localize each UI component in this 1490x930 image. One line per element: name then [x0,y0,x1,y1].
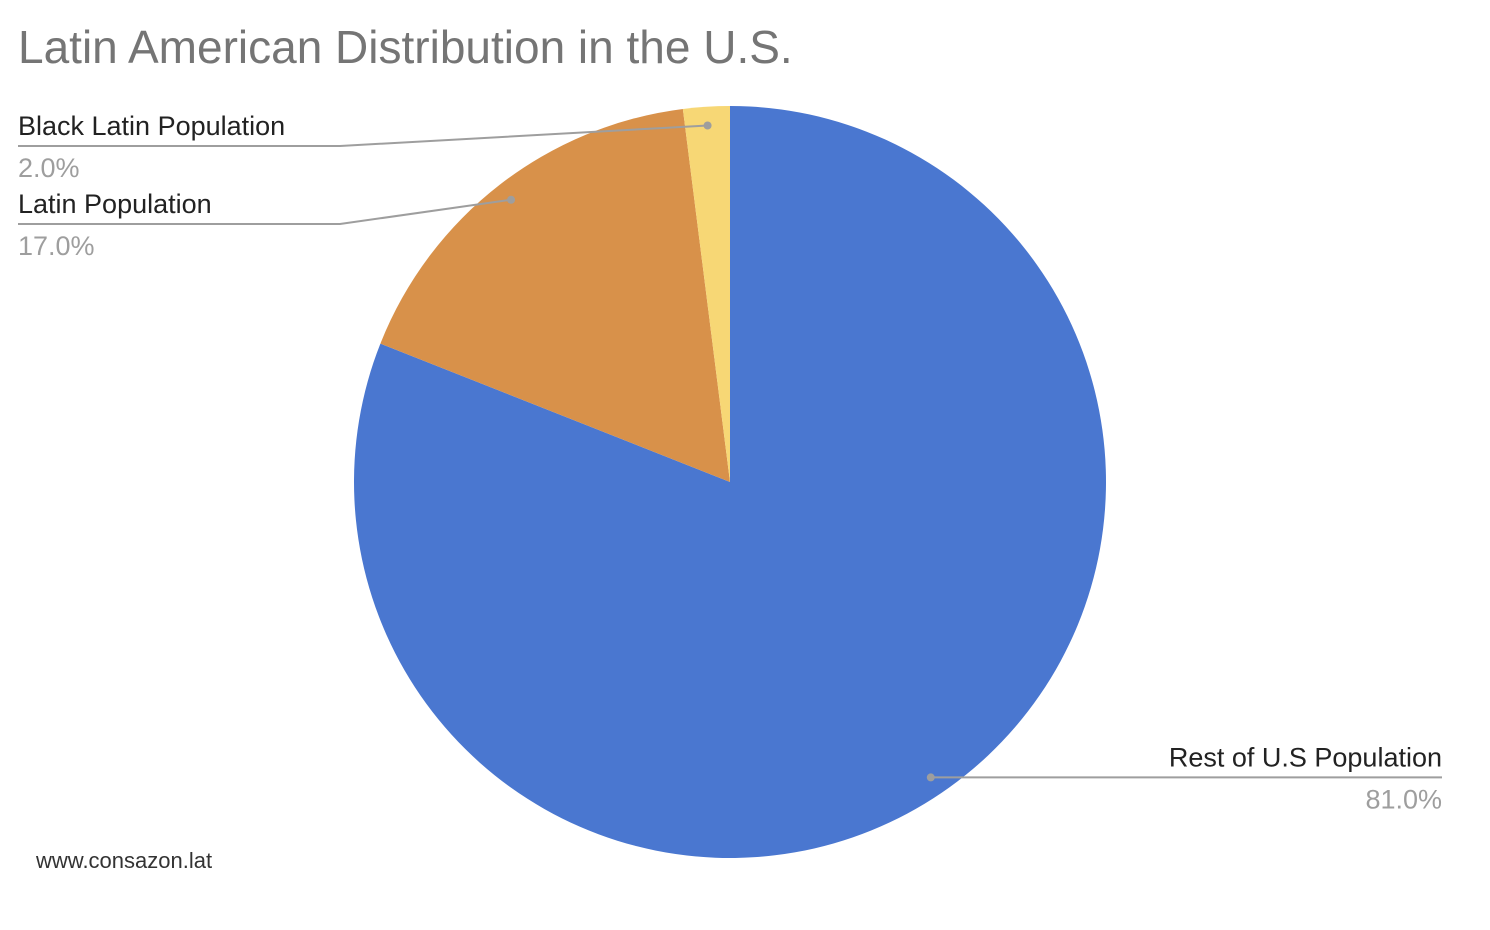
slice-value: 81.0% [1365,784,1442,814]
slice-label: Black Latin Population [18,111,285,141]
slice-value: 17.0% [18,231,95,261]
leader-dot [926,773,935,782]
slice-label: Latin Population [18,189,212,219]
leader-dot [703,121,712,130]
source: www.consazon.lat [35,848,212,873]
slice-value: 2.0% [18,153,80,183]
pie-slice [380,108,730,482]
slice-label: Rest of U.S Population [1169,742,1442,772]
pie-slice [354,106,1107,858]
leader-dot [507,195,516,204]
leader-line [18,198,512,225]
pie-slice [682,106,730,482]
leader-line [18,124,708,147]
chart-title: Latin American Distribution in the U.S. [18,21,793,73]
